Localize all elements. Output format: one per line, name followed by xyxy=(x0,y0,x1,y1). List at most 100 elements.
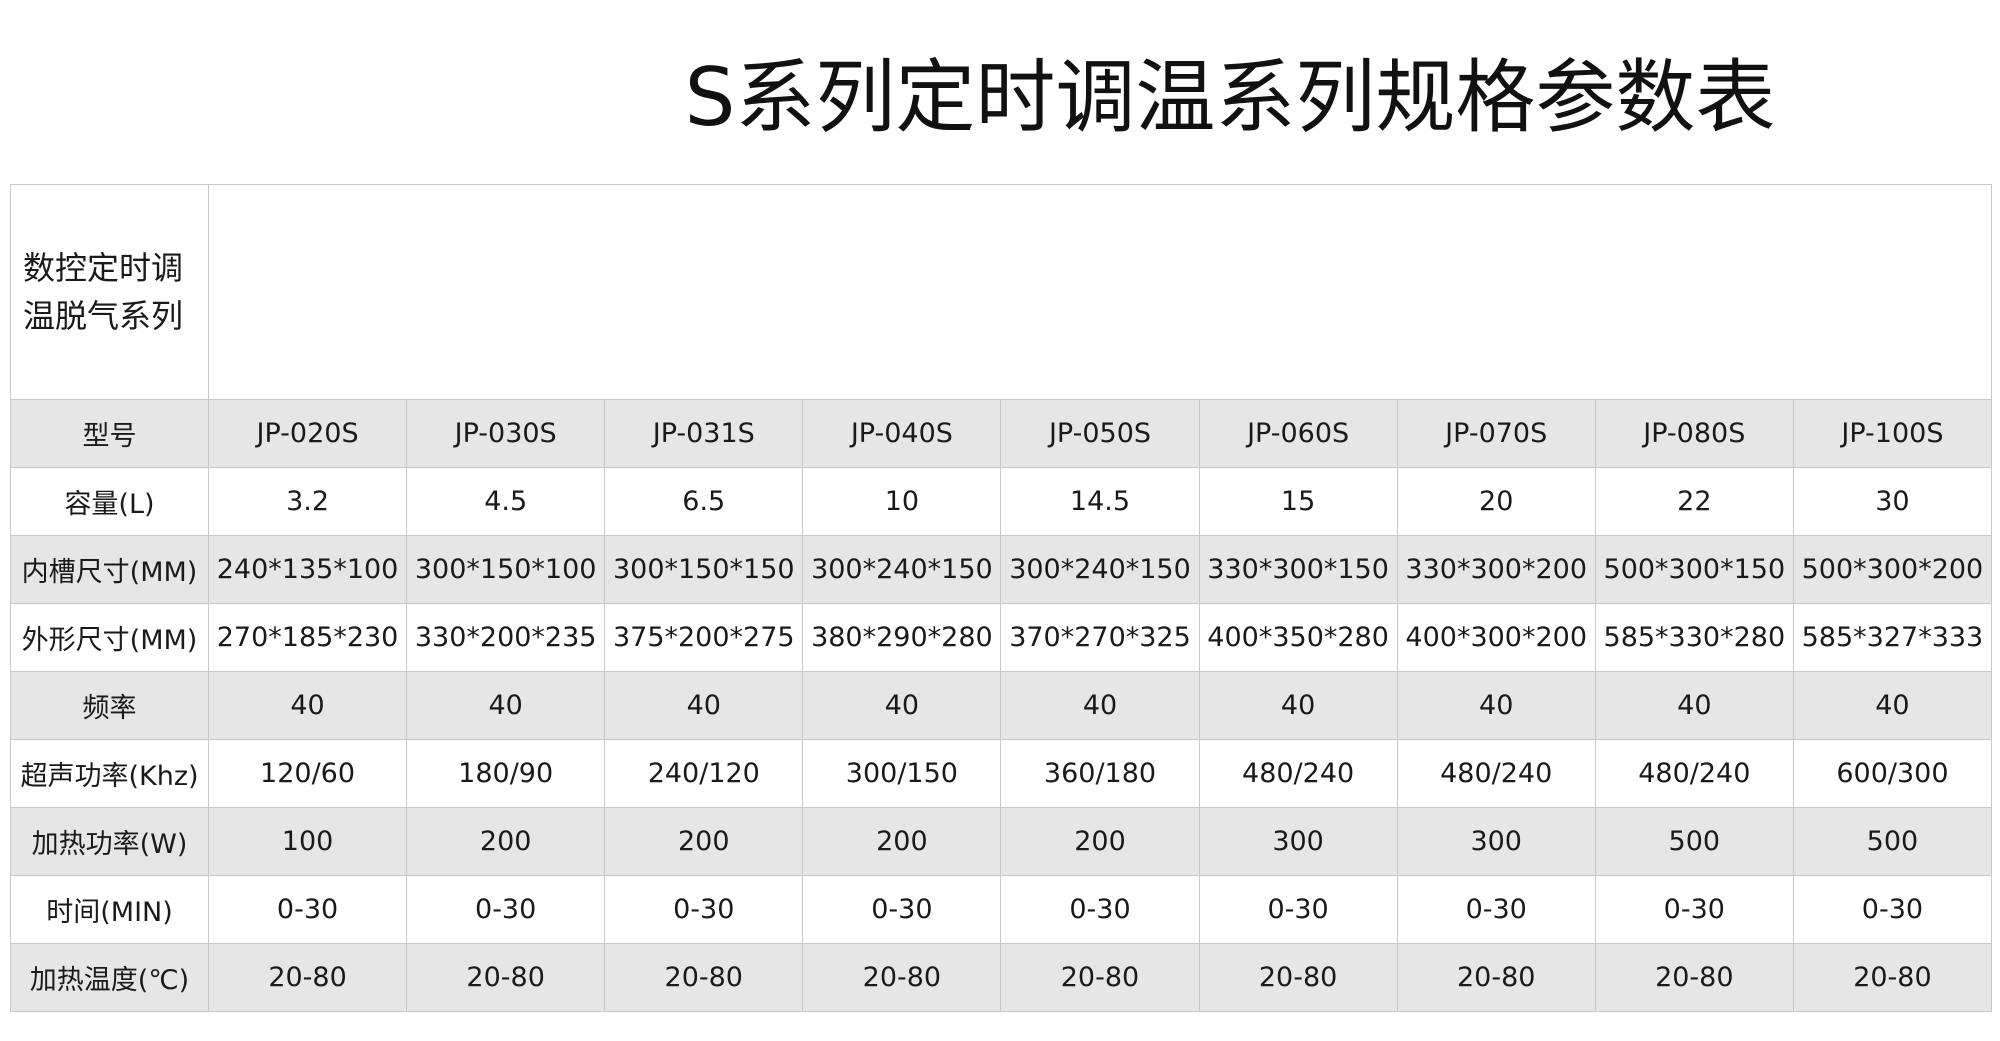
cell: 20-80 xyxy=(1396,943,1596,1012)
cell: 100 xyxy=(207,807,408,876)
cell: 20-80 xyxy=(802,943,1002,1012)
cell: 400*350*280 xyxy=(1198,603,1398,672)
cell: 500*300*200 xyxy=(1792,535,1993,604)
cell: 330*300*150 xyxy=(1198,535,1398,604)
cell: 270*185*230 xyxy=(207,603,408,672)
cell: JP-020S xyxy=(207,399,408,468)
cell: 240/120 xyxy=(604,739,804,808)
cell: 370*270*325 xyxy=(1000,603,1200,672)
cell: 380*290*280 xyxy=(802,603,1002,672)
cell: 0-30 xyxy=(604,875,804,944)
cell: JP-040S xyxy=(802,399,1002,468)
cell: 15 xyxy=(1198,467,1398,536)
cell: 22 xyxy=(1594,467,1794,536)
cell: 30 xyxy=(1792,467,1993,536)
row-label: 内槽尺寸(MM) xyxy=(10,535,209,604)
cell: JP-060S xyxy=(1198,399,1398,468)
cell: 300 xyxy=(1396,807,1596,876)
header-text: 数控定时调温脱气系列 xyxy=(23,249,184,335)
cell: 200 xyxy=(406,807,606,876)
spec-table: 数控定时调温脱气系列 型号 JP-020S JP-030S JP-031S JP-040… xyxy=(10,184,1993,1012)
table-body: 数控定时调温脱气系列 型号 JP-020S JP-030S JP-031S JP-040… xyxy=(10,184,1993,1012)
cell: 500 xyxy=(1792,807,1993,876)
cell: 480/240 xyxy=(1594,739,1794,808)
cell: 40 xyxy=(1000,671,1200,740)
cell: 20-80 xyxy=(1594,943,1794,1012)
cell: 0-30 xyxy=(1000,875,1200,944)
table-row: 超声功率(Khz) 120/60 180/90 240/120 300/150 360/1… xyxy=(10,739,1993,808)
cell: JP-070S xyxy=(1396,399,1596,468)
cell: JP-100S xyxy=(1792,399,1993,468)
cell: 6.5 xyxy=(604,467,804,536)
cell: 40 xyxy=(1594,671,1794,740)
cell: 40 xyxy=(406,671,606,740)
row-label: 频率 xyxy=(10,671,209,740)
header-blank xyxy=(208,184,1992,400)
cell: 330*300*200 xyxy=(1396,535,1596,604)
cell: 120/60 xyxy=(207,739,408,808)
cell: 300 xyxy=(1198,807,1398,876)
cell: 200 xyxy=(604,807,804,876)
cell: 3.2 xyxy=(207,467,408,536)
cell: 20-80 xyxy=(1198,943,1398,1012)
cell: 0-30 xyxy=(1792,875,1993,944)
cell: 4.5 xyxy=(406,467,606,536)
cell: 585*327*333 xyxy=(1792,603,1993,672)
cell: 20-80 xyxy=(1792,943,1993,1012)
table-row: 内槽尺寸(MM) 240*135*100 300*150*100 300*150*15… xyxy=(10,535,1993,604)
cell: 0-30 xyxy=(1198,875,1398,944)
cell: 600/300 xyxy=(1792,739,1993,808)
cell: 0-30 xyxy=(406,875,606,944)
row-label: 时间(MIN) xyxy=(10,875,209,944)
cell: 180/90 xyxy=(406,739,606,808)
cell: 300*240*150 xyxy=(802,535,1002,604)
cell: 20 xyxy=(1396,467,1596,536)
cell: 40 xyxy=(604,671,804,740)
cell: 40 xyxy=(1396,671,1596,740)
cell: 0-30 xyxy=(1594,875,1794,944)
cell: 375*200*275 xyxy=(604,603,804,672)
cell: 20-80 xyxy=(604,943,804,1012)
table-row: 时间(MIN) 0-30 0-30 0-30 0-30 0-30 0-30 0-30 0-30 0… xyxy=(10,875,1993,944)
cell: 480/240 xyxy=(1396,739,1596,808)
table-row: 频率 40 40 40 40 40 40 40 40 40 xyxy=(10,671,1993,740)
cell: JP-031S xyxy=(604,399,804,468)
cell: 240*135*100 xyxy=(207,535,408,604)
cell: JP-030S xyxy=(406,399,606,468)
cell: 10 xyxy=(802,467,1002,536)
cell: 300*150*100 xyxy=(406,535,606,604)
cell: JP-050S xyxy=(1000,399,1200,468)
row-label: 加热温度(℃) xyxy=(10,943,209,1012)
cell: 0-30 xyxy=(802,875,1002,944)
cell: 400*300*200 xyxy=(1396,603,1596,672)
cell: 480/240 xyxy=(1198,739,1398,808)
cell: 40 xyxy=(1792,671,1993,740)
cell: 200 xyxy=(802,807,1002,876)
cell: 0-30 xyxy=(1396,875,1596,944)
cell: JP-080S xyxy=(1594,399,1794,468)
row-label: 外形尺寸(MM) xyxy=(10,603,209,672)
cell: 300/150 xyxy=(802,739,1002,808)
page-title: S系列定时调温系列规格参数表 xyxy=(684,51,1776,144)
cell: 40 xyxy=(1198,671,1398,740)
cell: 330*200*235 xyxy=(406,603,606,672)
row-label: 超声功率(Khz) xyxy=(10,739,209,808)
cell: 200 xyxy=(1000,807,1200,876)
cell: 300*240*150 xyxy=(1000,535,1200,604)
cell: 360/180 xyxy=(1000,739,1200,808)
cell: 585*330*280 xyxy=(1594,603,1794,672)
table-row: 型号 JP-020S JP-030S JP-031S JP-040S JP-050S JP-… xyxy=(10,399,1993,468)
cell: 500 xyxy=(1594,807,1794,876)
row-label: 加热功率(W) xyxy=(10,807,209,876)
header-cell: 数控定时调温脱气系列 xyxy=(10,184,209,400)
row-label: 型号 xyxy=(10,399,209,468)
cell: 20-80 xyxy=(406,943,606,1012)
header-row: 数控定时调温脱气系列 xyxy=(10,184,1992,400)
row-label: 容量(L) xyxy=(10,467,209,536)
cell: 14.5 xyxy=(1000,467,1200,536)
cell: 20-80 xyxy=(207,943,408,1012)
table-row: 容量(L) 3.2 4.5 6.5 10 14.5 15 20 22 30 xyxy=(10,467,1993,536)
table-row: 外形尺寸(MM) 270*185*230 330*200*235 375*200*27… xyxy=(10,603,1993,672)
table-row: 加热温度(℃) 20-80 20-80 20-80 20-80 20-80 20-80 20-… xyxy=(10,943,1993,1012)
